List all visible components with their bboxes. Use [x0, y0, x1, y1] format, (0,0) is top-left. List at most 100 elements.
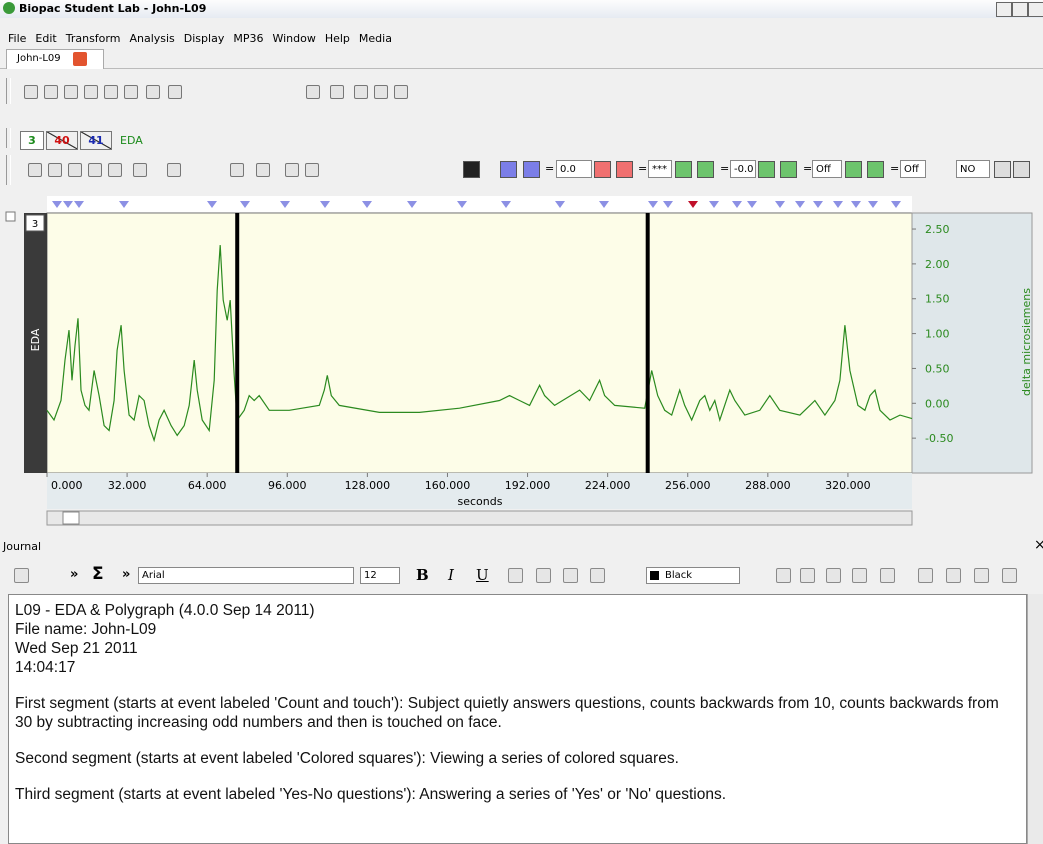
journal-icon[interactable]	[826, 568, 841, 583]
tool-icon[interactable]	[24, 85, 38, 99]
tool-icon[interactable]	[168, 85, 182, 99]
journal-icon[interactable]	[563, 568, 578, 583]
journal-icon[interactable]	[946, 568, 961, 583]
journal-icon[interactable]	[590, 568, 605, 583]
tool-icon[interactable]	[104, 85, 118, 99]
collapse[interactable]	[5, 211, 16, 222]
journal-close[interactable]: ×	[1034, 537, 1043, 553]
field-button[interactable]	[500, 161, 517, 178]
grip	[6, 128, 11, 148]
journal-icon[interactable]	[880, 568, 895, 583]
channel-button[interactable]: 40	[46, 131, 78, 150]
menu-item[interactable]: Edit	[35, 32, 57, 45]
journal-icon[interactable]	[852, 568, 867, 583]
journal-line: 14:04:17	[15, 659, 76, 676]
maximize[interactable]	[1012, 2, 1028, 17]
divider	[0, 68, 1043, 69]
event-strip	[47, 196, 912, 212]
tool-icon[interactable]	[146, 85, 160, 99]
journal-scrollbar[interactable]	[1027, 594, 1043, 844]
menu-item[interactable]: Media	[358, 32, 392, 45]
field-button[interactable]	[994, 161, 1011, 178]
tool-icon[interactable]	[48, 163, 62, 177]
tool-icon[interactable]	[354, 85, 368, 99]
journal-icon[interactable]	[536, 568, 551, 583]
tool-icon[interactable]	[285, 163, 299, 177]
x-tick-label: 96.000	[268, 479, 307, 492]
field-button[interactable]	[523, 161, 540, 178]
journal-icon[interactable]	[14, 568, 29, 583]
window-title: Biopac Student Lab - John-L09	[19, 2, 207, 15]
channel-button[interactable]: 3	[20, 131, 44, 150]
field-value[interactable]: Off	[900, 160, 926, 178]
format-button[interactable]: B	[416, 566, 429, 584]
tool-icon[interactable]	[124, 85, 138, 99]
x-tick-label: 128.000	[345, 479, 391, 492]
journal-icon[interactable]	[800, 568, 815, 583]
field-button[interactable]	[867, 161, 884, 178]
menu-item[interactable]: Transform	[65, 32, 121, 45]
tool-icon[interactable]	[306, 85, 320, 99]
field-value[interactable]: ***	[648, 160, 672, 178]
field-button[interactable]	[1013, 161, 1030, 178]
format-button[interactable]: I	[448, 566, 454, 584]
menu-item[interactable]: File	[8, 32, 27, 45]
tool-icon[interactable]	[44, 85, 58, 99]
menu-item[interactable]: MP36	[233, 32, 264, 45]
field-button[interactable]	[675, 161, 692, 178]
channel-button[interactable]: 41	[80, 131, 112, 150]
tool-icon[interactable]	[68, 163, 82, 177]
tool-icon[interactable]	[133, 163, 147, 177]
scroll-thumb[interactable]	[62, 511, 80, 525]
tool-icon[interactable]	[28, 163, 42, 177]
journal-icon[interactable]	[1002, 568, 1017, 583]
close[interactable]	[1028, 2, 1043, 17]
tool-icon[interactable]	[394, 85, 408, 99]
field-button[interactable]	[463, 161, 480, 178]
field-button[interactable]	[758, 161, 775, 178]
journal-glyph[interactable]: Σ	[92, 564, 104, 584]
menu-item[interactable]: Help	[324, 32, 350, 45]
journal-icon[interactable]	[918, 568, 933, 583]
tab-close[interactable]	[73, 52, 87, 66]
field-button[interactable]	[616, 161, 633, 178]
color-select[interactable]: Black	[646, 567, 740, 584]
field-value[interactable]: 0.0	[556, 160, 592, 178]
y-tick-label: 1.50	[925, 293, 950, 306]
journal-line: L09 - EDA & Polygraph (4.0.0 Sep 14 2011…	[15, 602, 315, 619]
event-marker	[648, 201, 658, 208]
field-value[interactable]: NO	[956, 160, 990, 178]
field-separator: =	[803, 162, 813, 175]
tool-icon[interactable]	[374, 85, 388, 99]
field-button[interactable]	[697, 161, 714, 178]
tab[interactable]: John-L09	[6, 49, 104, 69]
format-button[interactable]: U	[476, 566, 489, 584]
field-value[interactable]: -0.0	[730, 160, 756, 178]
tool-icon[interactable]	[88, 163, 102, 177]
menu-item[interactable]: Display	[183, 32, 225, 45]
tool-icon[interactable]	[108, 163, 122, 177]
tool-icon[interactable]	[84, 85, 98, 99]
field-value[interactable]: Off	[812, 160, 842, 178]
tool-icon[interactable]	[64, 85, 78, 99]
tool-icon[interactable]	[330, 85, 344, 99]
journal-glyph[interactable]: »	[122, 567, 131, 582]
field-button[interactable]	[780, 161, 797, 178]
tool-icon[interactable]	[256, 163, 270, 177]
journal-icon[interactable]	[776, 568, 791, 583]
field-button[interactable]	[594, 161, 611, 178]
tool-icon[interactable]	[305, 163, 319, 177]
scrollbar[interactable]	[46, 510, 913, 526]
journal-icon[interactable]	[974, 568, 989, 583]
journal-glyph[interactable]: »	[70, 567, 79, 582]
field-button[interactable]	[845, 161, 862, 178]
journal-icon[interactable]	[508, 568, 523, 583]
tool-icon[interactable]	[167, 163, 181, 177]
tool-icon[interactable]	[230, 163, 244, 177]
font-select[interactable]: Arial	[138, 567, 354, 584]
size-select[interactable]: 12	[360, 567, 400, 584]
minimize[interactable]	[996, 2, 1012, 17]
menu-item[interactable]: Window	[272, 32, 316, 45]
axis-panel	[911, 212, 1033, 474]
menu-item[interactable]: Analysis	[129, 32, 175, 45]
